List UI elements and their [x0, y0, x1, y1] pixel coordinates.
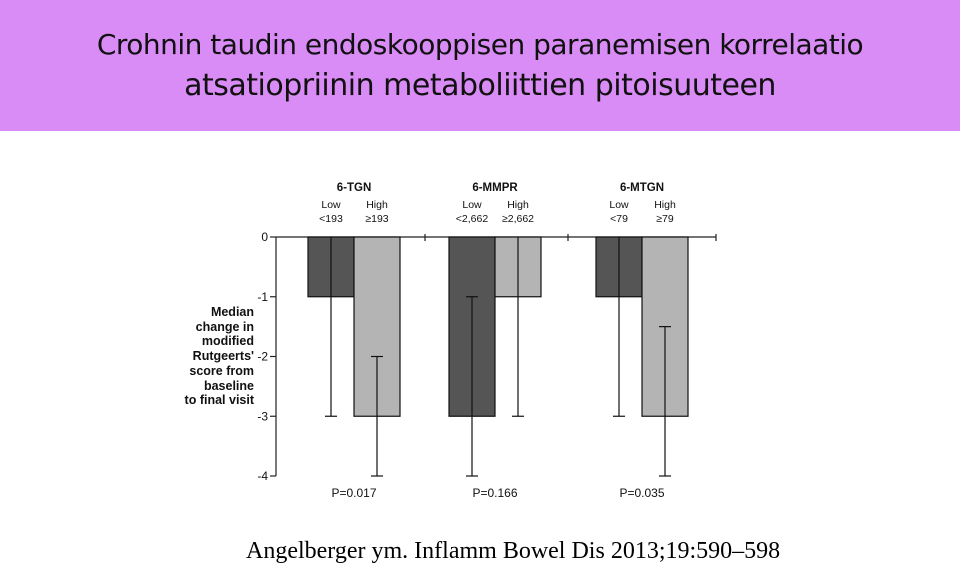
bar-threshold-label: ≥193: [365, 213, 388, 225]
slide-title-line-2: atsatiopriinin metaboliittien pitoisuute…: [184, 68, 776, 103]
group-label: 6-TGN: [337, 182, 372, 194]
bar-level-label: Low: [321, 199, 341, 211]
y-tick-label: -4: [257, 469, 268, 483]
y-tick-label: -3: [257, 409, 268, 423]
y-axis-label-line: score from: [189, 363, 254, 378]
bar-chart: 0 -1 -2 -3 -4 6-TGN Low <193 High ≥193 P=0.017 6-MM…: [257, 182, 717, 500]
y-axis-label-line: Median: [210, 305, 254, 319]
p-value-label: P=0.035: [619, 486, 664, 500]
bar-threshold-label: <79: [610, 213, 628, 225]
y-tick-label: -2: [257, 350, 268, 364]
title-banner: [0, 0, 960, 131]
y-tick-label: -1: [257, 290, 268, 304]
bar-threshold-label: ≥79: [656, 213, 674, 225]
bar-threshold-label: ≥2,662: [502, 213, 534, 225]
group-label: 6-MMPR: [472, 182, 518, 194]
y-tick-label: 0: [261, 230, 268, 244]
bar-level-label: High: [507, 199, 529, 211]
bar-level-label: Low: [462, 199, 482, 211]
y-axis-label-line: to final visit: [184, 393, 254, 408]
y-axis-label-line: change in: [195, 319, 254, 334]
y-axis-label-line: Rutgeerts': [192, 349, 254, 364]
bar-threshold-label: <2,662: [456, 213, 489, 225]
group-label: 6-MTGN: [620, 182, 664, 194]
y-axis-label: Median change in modified Rutgeerts' score f…: [168, 305, 254, 408]
bar-level-label: High: [366, 199, 388, 211]
slide-title-line-1: Crohnin taudin endoskooppisen paranemise…: [96, 28, 864, 61]
bar-level-label: High: [654, 199, 676, 211]
citation: Angelberger ym. Inflamm Bowel Dis 2013;1…: [246, 538, 781, 564]
p-value-label: P=0.017: [331, 486, 376, 500]
y-axis-label-line: baseline: [203, 378, 254, 393]
y-axis-label-line: modified: [201, 334, 254, 349]
p-value-label: P=0.166: [472, 486, 517, 500]
bar-threshold-label: <193: [319, 213, 343, 225]
bar-level-label: Low: [609, 199, 629, 211]
